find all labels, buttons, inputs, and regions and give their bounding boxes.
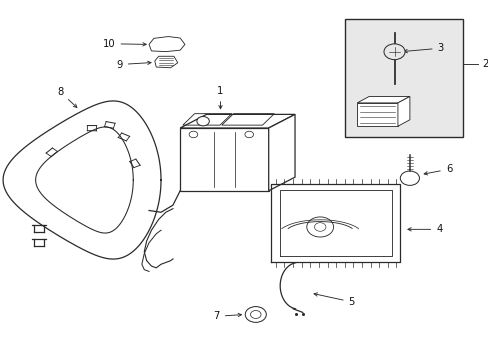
- Circle shape: [197, 117, 209, 126]
- Polygon shape: [149, 37, 184, 51]
- Circle shape: [245, 307, 266, 322]
- Text: 1: 1: [217, 86, 223, 109]
- Polygon shape: [268, 114, 294, 191]
- Polygon shape: [180, 128, 268, 191]
- Text: 5: 5: [313, 293, 354, 307]
- Polygon shape: [180, 114, 294, 128]
- Polygon shape: [397, 96, 409, 126]
- Text: 9: 9: [116, 59, 151, 69]
- Text: 6: 6: [423, 164, 451, 175]
- Text: 3: 3: [403, 43, 443, 53]
- Text: 4: 4: [407, 224, 442, 234]
- Polygon shape: [155, 56, 178, 68]
- Text: 7: 7: [213, 311, 241, 321]
- Circle shape: [400, 171, 419, 185]
- Text: 8: 8: [57, 87, 77, 108]
- Polygon shape: [357, 103, 397, 126]
- Text: 10: 10: [102, 39, 146, 49]
- Circle shape: [306, 217, 333, 237]
- Polygon shape: [357, 96, 409, 103]
- Text: 2: 2: [482, 59, 488, 69]
- Circle shape: [383, 44, 404, 60]
- FancyBboxPatch shape: [345, 19, 462, 137]
